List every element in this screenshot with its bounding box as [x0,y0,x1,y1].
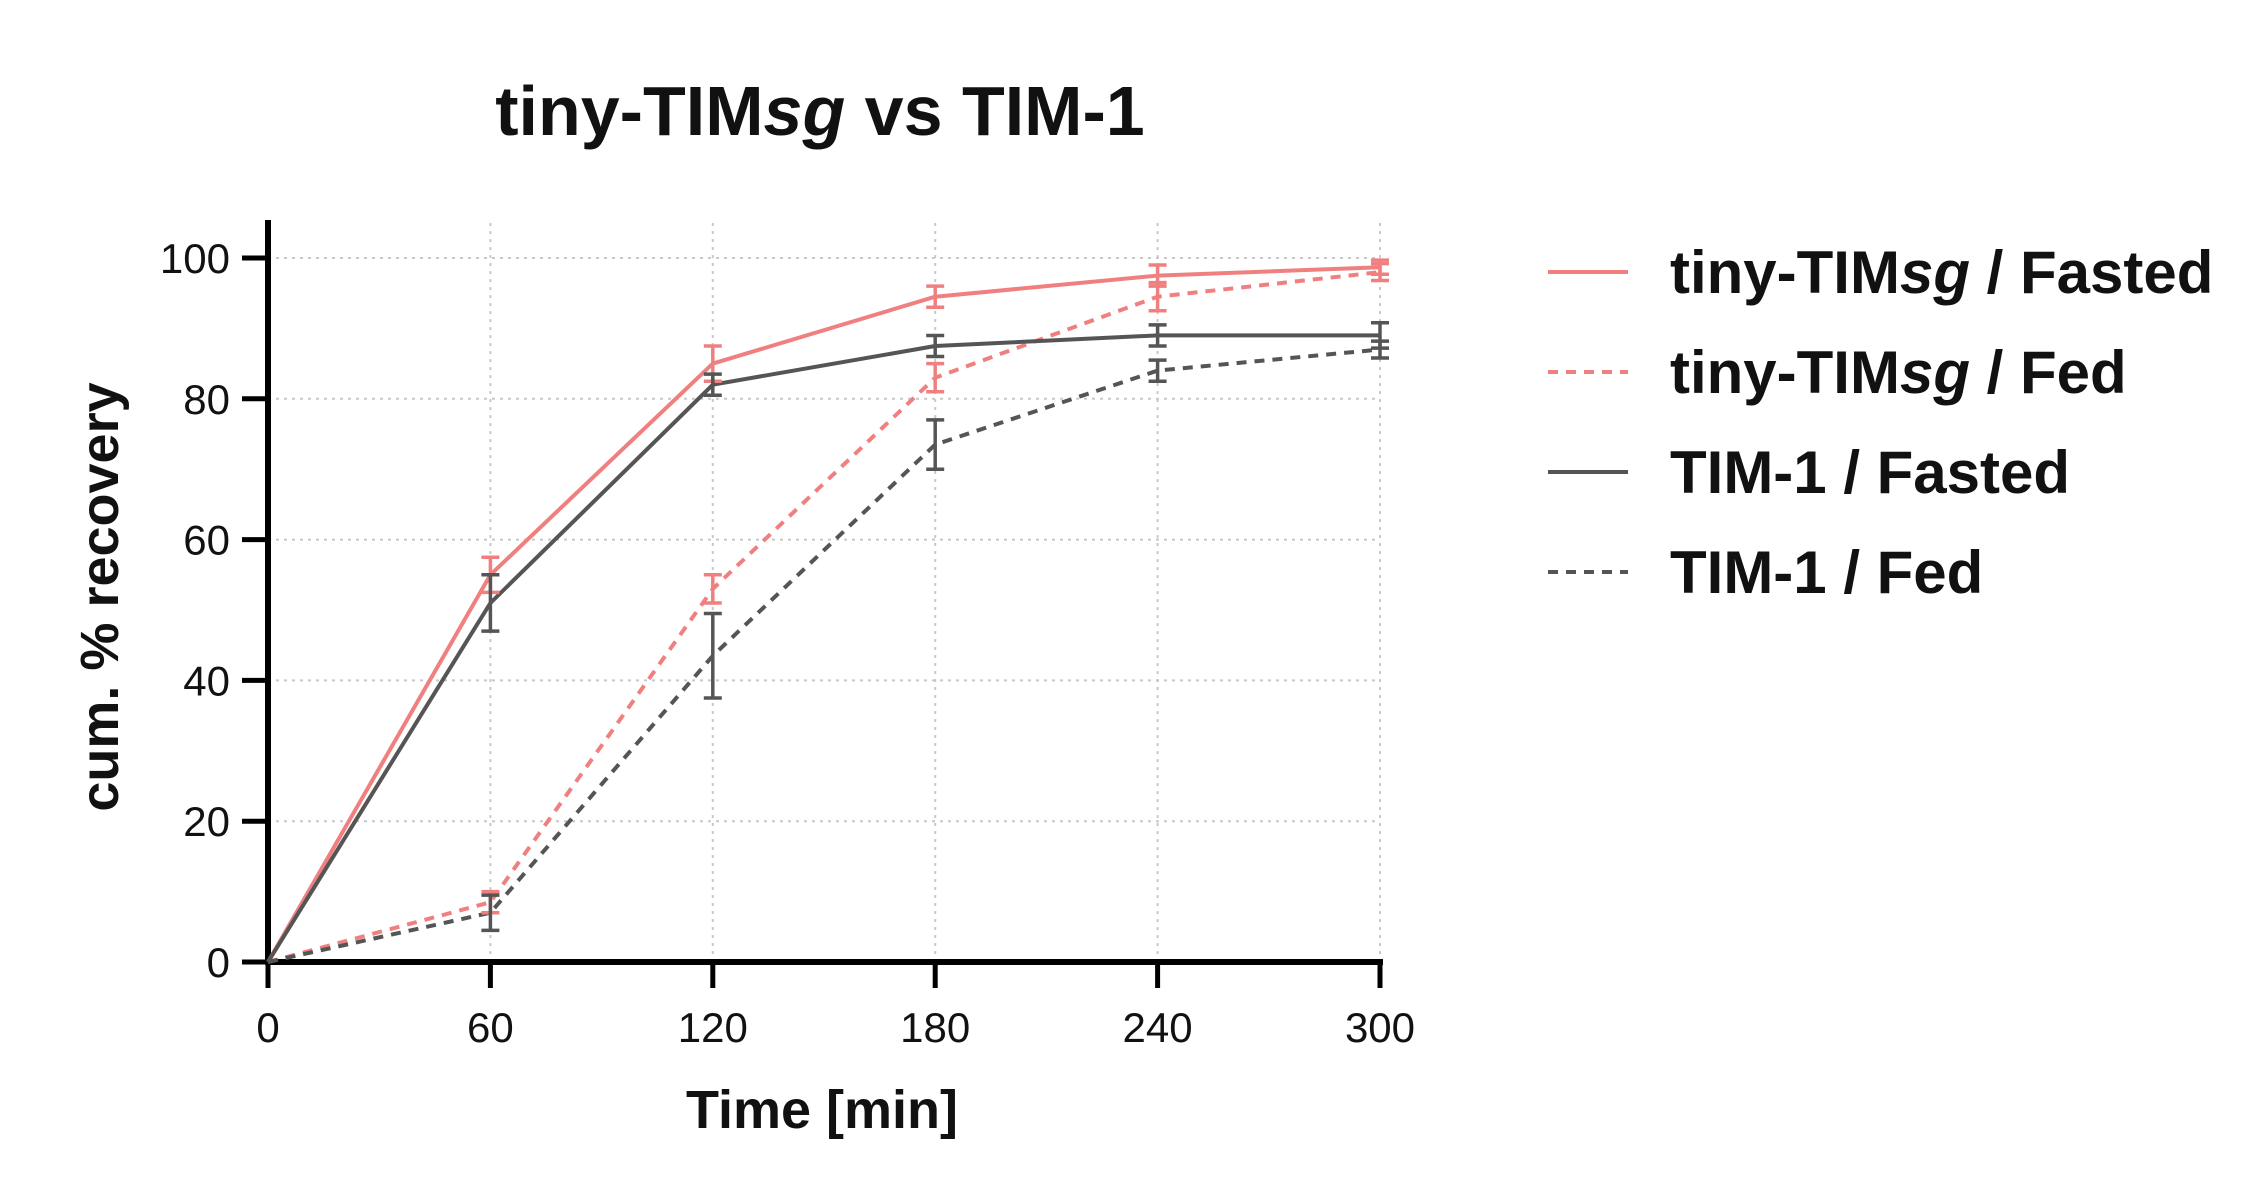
legend-label: TIM-1 / Fed [1670,539,1983,606]
x-tick-label: 120 [678,1004,748,1051]
text-part: tiny-TIM [1670,339,1900,406]
text-part: TIM-1 / Fed [1670,539,1983,606]
legend-label: TIM-1 / Fasted [1670,439,2070,506]
x-axis-label: Time [min] [686,1080,958,1140]
text-part: tiny-TIM [495,72,763,150]
y-tick-label: 80 [183,376,230,423]
series-line-3 [267,347,1381,964]
x-tick-label: 300 [1345,1004,1415,1051]
y-tick-label: 20 [183,798,230,845]
axes [242,220,1383,988]
x-tick-label: 240 [1123,1004,1193,1051]
tick-labels: 0 20 40 60 80 100 0 60 120 180 240 300 [160,235,1415,1051]
text-part: / Fed [1970,339,2127,406]
y-axis-label: cum. % recovery [70,382,130,811]
series-group [266,265,1381,964]
y-tick-label: 60 [183,517,230,564]
text-part: vs TIM-1 [845,72,1145,150]
series-line-2 [266,333,1380,964]
x-tick-label: 180 [900,1004,970,1051]
y-tick-label: 40 [183,657,230,704]
x-tick-label: 0 [256,1004,279,1051]
error-bars [481,258,1389,933]
text-part: TIM-1 / Fasted [1670,439,2070,506]
text-part: sg [1900,239,1970,306]
y-tick-label: 0 [207,939,230,986]
text-part: sg [1900,339,1970,406]
text-part: tiny-TIM [1670,239,1900,306]
chart-title: tiny-TIMsg vs TIM-1 [495,72,1145,150]
series-line-0 [266,265,1381,963]
text-part: sg [764,72,846,150]
series-line-1 [267,270,1381,964]
legend-label: tiny-TIMsg / Fed [1670,339,2127,406]
text-part: / Fasted [1970,239,2213,306]
legend-label: tiny-TIMsg / Fasted [1670,239,2213,306]
y-tick-label: 100 [160,235,230,282]
x-tick-label: 60 [467,1004,514,1051]
